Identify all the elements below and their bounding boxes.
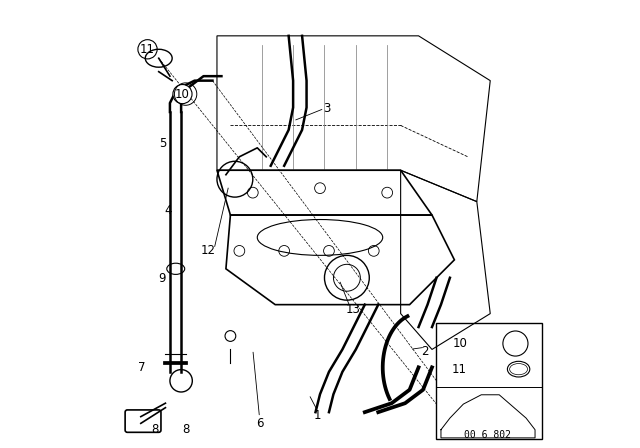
Text: 11: 11	[140, 43, 155, 56]
Text: 3: 3	[323, 102, 330, 115]
Text: 4: 4	[165, 204, 172, 217]
Text: 6: 6	[256, 417, 263, 430]
Text: 5: 5	[159, 137, 167, 150]
Text: 10: 10	[452, 337, 467, 350]
Text: 2: 2	[422, 345, 429, 358]
Text: 7: 7	[138, 361, 146, 374]
Text: 13: 13	[346, 302, 361, 316]
Text: 8: 8	[152, 422, 159, 436]
Bar	[436, 323, 541, 439]
Text: 11: 11	[452, 362, 467, 376]
Text: 1: 1	[314, 409, 321, 422]
Text: 10: 10	[175, 87, 190, 101]
Text: 9: 9	[159, 272, 166, 285]
Text: 12: 12	[200, 244, 216, 258]
Text: 00 6 802: 00 6 802	[465, 431, 511, 440]
Text: 8: 8	[182, 422, 189, 436]
